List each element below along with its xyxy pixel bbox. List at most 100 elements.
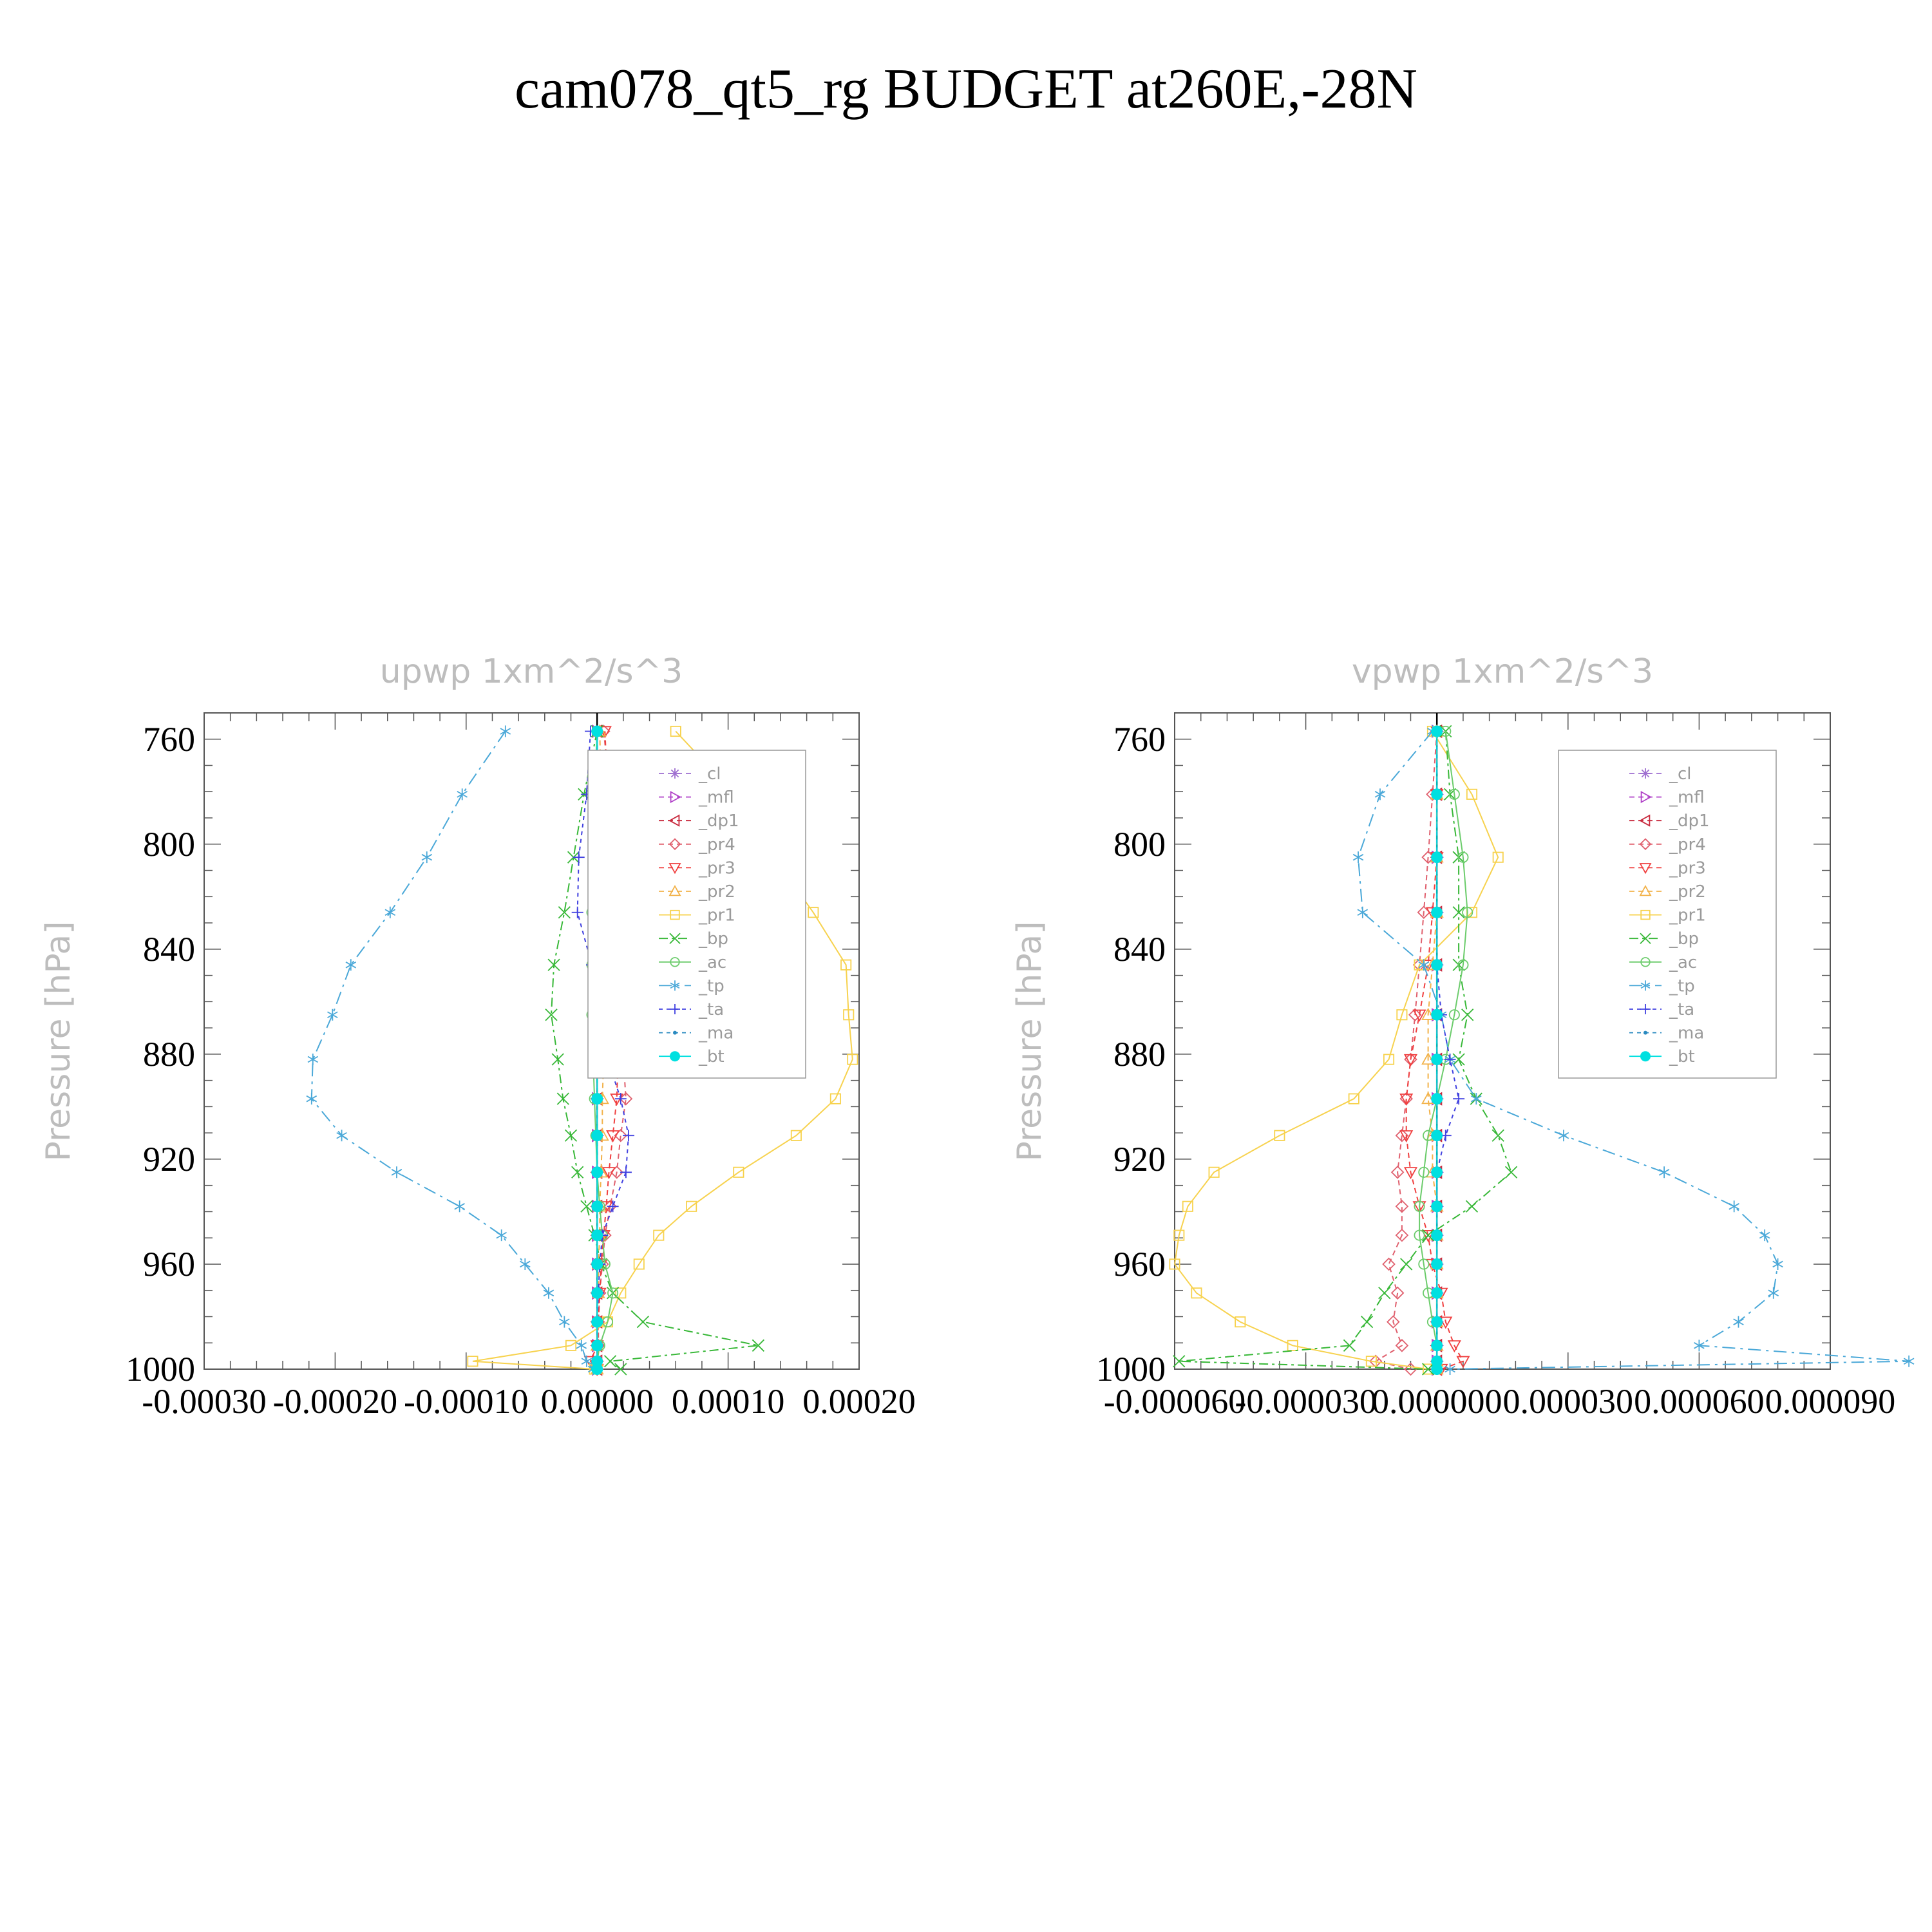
marker <box>636 1315 650 1329</box>
marker <box>591 1258 603 1270</box>
marker <box>591 1340 603 1352</box>
panel-title: vpwp 1xm^2/s^3 <box>1352 652 1653 691</box>
marker <box>1759 1229 1770 1242</box>
series-line <box>1357 730 1909 1370</box>
marker <box>1408 1008 1422 1022</box>
marker <box>543 1287 554 1299</box>
x-tick-label: 0.00010 <box>672 1382 785 1421</box>
legend-label: _cl <box>1669 764 1692 784</box>
marker <box>1274 1130 1285 1141</box>
marker <box>1431 906 1443 918</box>
x-tick-label: 0.000030 <box>1503 1382 1634 1421</box>
marker <box>1639 814 1651 827</box>
marker <box>1374 788 1386 800</box>
marker <box>1504 1166 1518 1179</box>
marker <box>1173 1355 1186 1368</box>
y-tick-label: 1000 <box>1096 1350 1166 1388</box>
legend-item: _pr4 <box>1629 835 1706 855</box>
marker <box>1414 1200 1425 1212</box>
marker <box>1182 1200 1193 1212</box>
marker <box>670 1051 680 1062</box>
legend-label: _ma <box>698 1024 734 1043</box>
marker <box>668 814 680 827</box>
marker <box>607 1287 619 1299</box>
marker <box>752 1339 765 1352</box>
marker <box>1352 851 1364 864</box>
marker <box>1395 1228 1409 1242</box>
marker <box>1453 1093 1465 1105</box>
marker <box>565 1340 577 1351</box>
marker <box>1343 1339 1356 1352</box>
marker <box>580 1200 593 1213</box>
marker <box>1431 1229 1443 1242</box>
legend-item: _ac <box>1629 953 1697 972</box>
x-tick-label: 0.000060 <box>1634 1382 1765 1421</box>
marker <box>591 1229 603 1242</box>
marker <box>1640 909 1651 920</box>
marker <box>653 1229 665 1241</box>
marker <box>384 906 396 918</box>
marker <box>1390 1286 1405 1300</box>
plot-frame <box>204 712 860 1370</box>
marker <box>1421 1229 1435 1242</box>
marker <box>1471 1093 1482 1105</box>
x-tick-label: -0.000060 <box>1104 1382 1245 1421</box>
marker <box>1640 791 1652 804</box>
plot-frame <box>1174 712 1831 1370</box>
marker <box>1431 1009 1443 1021</box>
marker <box>1643 1030 1647 1035</box>
marker <box>1640 933 1651 944</box>
x-tick-label: -0.00010 <box>404 1382 528 1421</box>
series-line <box>1179 731 1512 1370</box>
marker <box>1444 1054 1456 1066</box>
marker <box>669 933 681 944</box>
series-pr4 <box>1368 724 1444 1376</box>
legend-label: _tp <box>1669 976 1695 996</box>
marker <box>1191 1287 1202 1299</box>
marker <box>829 1093 841 1104</box>
marker <box>306 1093 317 1105</box>
marker <box>1365 1356 1377 1367</box>
marker <box>457 788 468 800</box>
y-tick-label: 960 <box>1113 1245 1166 1283</box>
legend-label: _bp <box>1669 929 1699 949</box>
marker <box>615 1287 627 1299</box>
marker <box>1452 906 1465 919</box>
legend-label: _pr3 <box>698 858 735 878</box>
legend-label: _dp1 <box>1669 811 1710 831</box>
legend-item: _mfl <box>1629 788 1705 808</box>
marker <box>1431 1363 1443 1375</box>
legend-item: _bt <box>1629 1047 1695 1066</box>
marker <box>564 1129 578 1142</box>
y-tick-label: 840 <box>1113 930 1166 969</box>
marker <box>1457 959 1469 971</box>
marker <box>391 1166 402 1179</box>
legend-item: _cl <box>1629 764 1692 784</box>
marker <box>1421 1363 1435 1376</box>
marker <box>1421 1007 1435 1020</box>
marker <box>790 1130 802 1141</box>
legend-box <box>1558 750 1777 1079</box>
marker <box>1639 885 1652 896</box>
marker <box>670 957 680 967</box>
marker <box>1399 1094 1414 1106</box>
marker <box>1461 1009 1474 1021</box>
marker <box>1640 957 1651 967</box>
legend-item: _ma <box>659 1024 734 1043</box>
marker <box>1452 1053 1465 1066</box>
marker <box>1768 1287 1779 1299</box>
marker <box>1694 1340 1705 1352</box>
marker <box>668 885 681 896</box>
marker <box>1439 1316 1453 1329</box>
series-pr1 <box>1169 725 1504 1375</box>
legend-item: _ta <box>659 1000 724 1019</box>
y-tick-label: 1000 <box>126 1350 195 1388</box>
marker <box>840 959 852 971</box>
marker <box>467 1356 478 1367</box>
marker <box>1640 980 1651 991</box>
legend-item: _mfl <box>659 788 734 808</box>
marker <box>454 1200 465 1213</box>
marker <box>1492 851 1504 863</box>
marker <box>670 909 680 920</box>
marker <box>1235 1316 1246 1328</box>
